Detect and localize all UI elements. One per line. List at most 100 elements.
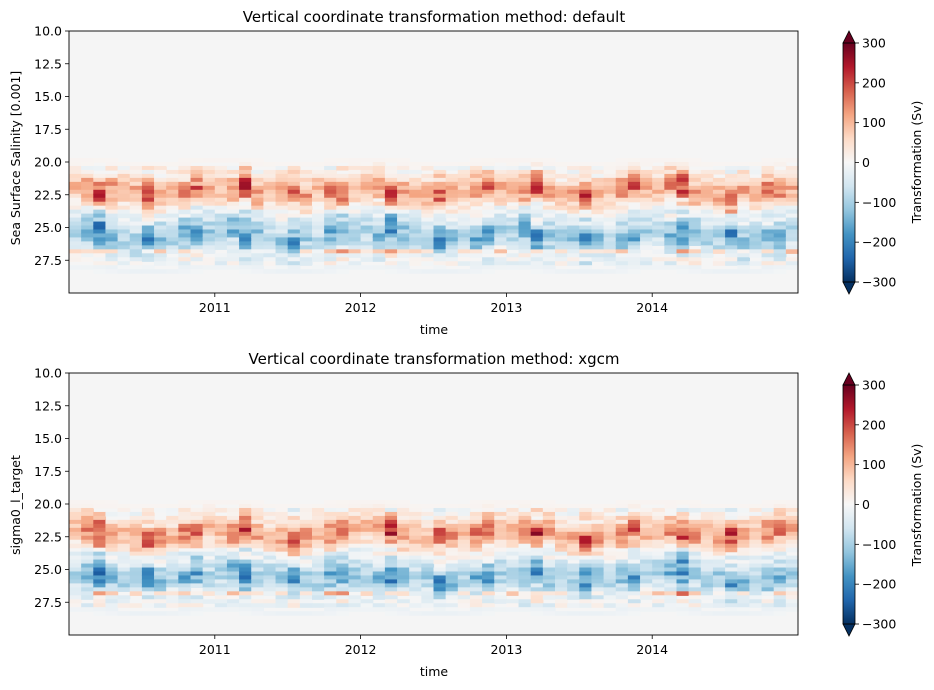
heatmap-cell <box>166 611 179 616</box>
heatmap-cell <box>397 571 410 577</box>
heatmap-cell <box>785 173 799 179</box>
heatmap-cell <box>627 269 641 274</box>
heatmap-cell <box>214 221 228 227</box>
heatmap-cell <box>506 500 520 505</box>
heatmap-cell <box>251 197 264 203</box>
heatmap-cell <box>652 213 665 219</box>
heatmap-cell <box>482 217 495 223</box>
heatmap-cell <box>299 245 313 250</box>
heatmap-cell <box>275 531 289 537</box>
heatmap-cell <box>178 611 192 616</box>
heatmap-cell <box>275 261 289 266</box>
heatmap-cell <box>530 603 544 608</box>
heatmap-cell <box>93 181 107 187</box>
heatmap-cell <box>542 225 556 231</box>
heatmap-cell <box>518 169 532 175</box>
heatmap-cell <box>433 531 447 537</box>
heatmap-cell <box>336 504 350 509</box>
heatmap-cell <box>190 193 204 199</box>
heatmap-cell <box>627 551 641 557</box>
heatmap-cell <box>482 511 495 517</box>
heatmap-cell <box>737 599 750 604</box>
heatmap-cell <box>409 205 422 211</box>
heatmap-cell <box>251 555 264 561</box>
heatmap-cell <box>555 201 568 207</box>
heatmap-cell <box>251 511 264 517</box>
heatmap-cell <box>166 185 179 191</box>
heatmap-cell <box>591 575 605 581</box>
heatmap-cell <box>627 579 641 584</box>
heatmap-cell <box>785 201 799 207</box>
heatmap-cell <box>81 257 94 262</box>
heatmap-cell <box>299 547 313 553</box>
heatmap-cell <box>360 177 374 183</box>
heatmap-cell <box>324 265 337 270</box>
heatmap-cell <box>251 523 264 529</box>
heatmap-cell <box>433 245 447 250</box>
heatmap-cell <box>141 583 155 588</box>
heatmap-cell <box>239 253 252 258</box>
heatmap-cell <box>433 265 447 270</box>
heatmap-cell <box>555 551 568 557</box>
heatmap-cell <box>251 531 264 537</box>
heatmap-cell <box>749 523 763 529</box>
heatmap-cell <box>372 158 386 163</box>
heatmap-cell <box>482 181 495 187</box>
heatmap-cell <box>518 261 532 266</box>
heatmap-cell <box>591 253 605 258</box>
heatmap-cell <box>360 265 374 270</box>
heatmap-cell <box>700 527 714 533</box>
heatmap-cell <box>725 162 738 167</box>
heatmap-cell <box>141 547 155 553</box>
heatmap-cell <box>542 507 556 513</box>
heatmap-cell <box>372 507 386 513</box>
heatmap-cell <box>324 173 337 179</box>
heatmap-cell <box>154 575 167 581</box>
heatmap-cell <box>737 575 750 581</box>
heatmap-cell <box>615 265 629 270</box>
heatmap-cell <box>81 229 94 235</box>
heatmap-cell <box>275 547 289 553</box>
heatmap-cell <box>178 575 192 581</box>
heatmap-cell <box>384 595 398 600</box>
heatmap-cell <box>785 193 799 199</box>
heatmap-cell <box>749 233 763 239</box>
heatmap-cell <box>542 611 556 616</box>
heatmap-cell <box>457 571 471 577</box>
heatmap-cell <box>251 221 264 227</box>
heatmap-cell <box>166 523 179 529</box>
heatmap-cell <box>700 603 714 608</box>
heatmap-cell <box>445 583 459 588</box>
heatmap-cell <box>652 511 665 517</box>
heatmap-cell <box>506 607 520 612</box>
heatmap-cell <box>409 579 422 584</box>
heatmap-cell <box>154 225 167 231</box>
heatmap-cell <box>640 603 653 608</box>
heatmap-cell <box>591 193 605 199</box>
heatmap-cell <box>202 523 216 529</box>
heatmap-cell <box>312 209 325 215</box>
heatmap-cell <box>688 607 702 612</box>
heatmap-cell <box>725 185 738 191</box>
heatmap-cell <box>688 539 702 545</box>
heatmap-cell <box>117 169 131 175</box>
heatmap-cell <box>737 165 750 171</box>
heatmap-cell <box>409 519 422 525</box>
heatmap-cell <box>591 599 605 604</box>
heatmap-cell <box>773 237 787 242</box>
heatmap-cell <box>761 181 775 187</box>
heatmap-cell <box>615 519 629 525</box>
heatmap-cell <box>627 173 641 179</box>
heatmap-cell <box>591 563 605 569</box>
heatmap-cell <box>664 169 678 175</box>
heatmap-cell <box>397 531 410 537</box>
heatmap-cell <box>542 245 556 250</box>
heatmap-cell <box>457 162 471 167</box>
heatmap-cell <box>603 162 617 167</box>
heatmap-cell <box>421 221 435 227</box>
heatmap-cell <box>299 579 313 584</box>
heatmap-cell <box>615 579 629 584</box>
heatmap-cell <box>640 567 653 573</box>
heatmap-cell <box>542 233 556 239</box>
heatmap-cell <box>105 233 119 239</box>
